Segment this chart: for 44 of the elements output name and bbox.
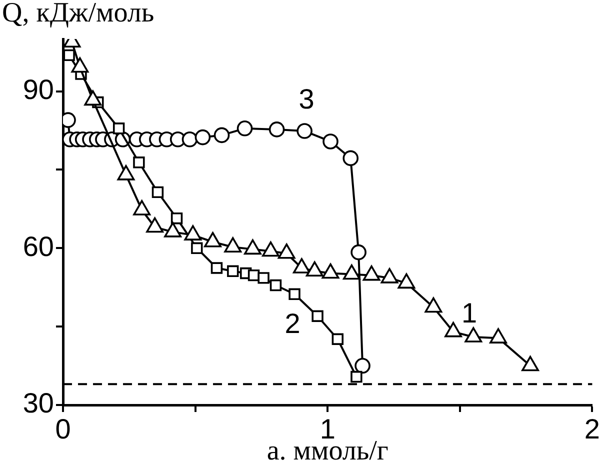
y-axis-title: Q, кДж/моль bbox=[2, 0, 154, 28]
point bbox=[146, 217, 164, 233]
point bbox=[464, 327, 482, 342]
x-tick-label: 2 bbox=[584, 414, 600, 445]
point bbox=[322, 134, 338, 150]
point bbox=[182, 131, 198, 148]
series-label: 3 bbox=[298, 84, 314, 115]
series-label: 1 bbox=[461, 298, 478, 329]
point bbox=[194, 129, 211, 146]
point bbox=[362, 265, 380, 281]
y-tick-label: 30 bbox=[22, 388, 54, 419]
point bbox=[204, 232, 222, 248]
point bbox=[398, 273, 416, 289]
point bbox=[112, 122, 125, 134]
point bbox=[424, 297, 442, 313]
x-tick-label: 0 bbox=[55, 414, 71, 445]
point bbox=[63, 49, 75, 62]
point bbox=[133, 156, 145, 168]
point bbox=[164, 222, 182, 238]
point bbox=[236, 120, 253, 136]
point bbox=[522, 356, 539, 372]
series-label: 2 bbox=[284, 308, 300, 339]
point bbox=[342, 264, 360, 280]
point bbox=[117, 165, 135, 180]
point bbox=[224, 237, 242, 252]
point bbox=[214, 127, 230, 144]
point bbox=[152, 186, 164, 198]
point bbox=[342, 150, 359, 166]
point bbox=[133, 200, 151, 216]
point bbox=[296, 123, 312, 139]
y-tick-label: 60 bbox=[22, 230, 54, 262]
point bbox=[292, 258, 310, 274]
point bbox=[306, 261, 324, 277]
point bbox=[322, 263, 340, 279]
point bbox=[184, 225, 202, 240]
point bbox=[490, 328, 507, 344]
y-tick-label: 90 bbox=[22, 74, 54, 106]
point bbox=[244, 239, 262, 255]
point bbox=[170, 212, 183, 224]
point bbox=[380, 268, 398, 284]
point bbox=[278, 243, 296, 259]
point bbox=[262, 241, 280, 257]
point bbox=[444, 322, 462, 338]
point bbox=[268, 122, 285, 138]
